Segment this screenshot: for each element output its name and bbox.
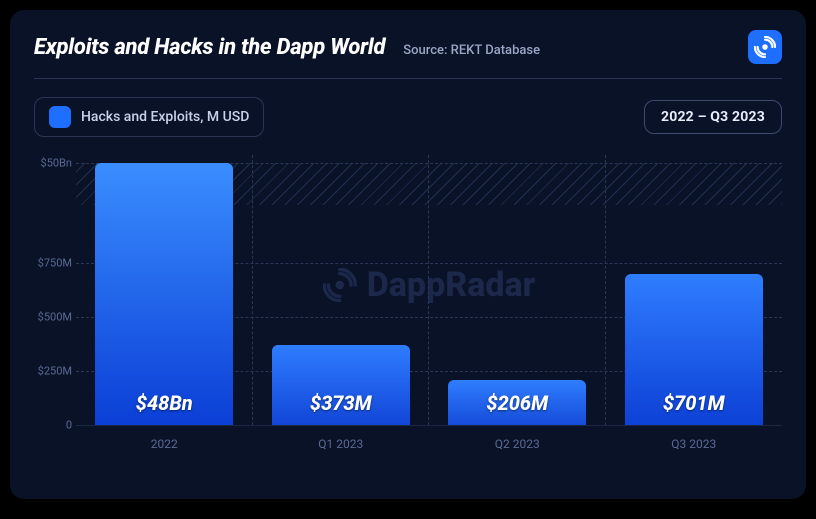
bar-slot: $206M (429, 155, 606, 425)
bar: $373M (272, 345, 410, 425)
bar: $206M (448, 380, 586, 425)
bar-slot: $701M (606, 155, 783, 425)
legend-swatch (49, 106, 71, 128)
plot-area: $50Bn$750M$500M$250M0 DappRadar $48Bn$37… (76, 155, 782, 425)
y-tick-label: $750M (28, 257, 72, 270)
chart-area: $50Bn$750M$500M$250M0 DappRadar $48Bn$37… (76, 155, 782, 465)
legend-label: Hacks and Exploits, M USD (81, 109, 249, 125)
x-tick-label: Q1 2023 (253, 437, 430, 451)
bar-slot: $373M (253, 155, 430, 425)
bar-value-label: $701M (663, 391, 725, 415)
bar-value-label: $48Bn (136, 391, 193, 415)
y-tick-label: $500M (28, 311, 72, 324)
x-axis: 2022Q1 2023Q2 2023Q3 2023 (76, 437, 782, 451)
header-left: Exploits and Hacks in the Dapp World Sou… (34, 35, 540, 60)
bar-slot: $48Bn (76, 155, 253, 425)
bars-container: $48Bn $373M $206M $701M (76, 155, 782, 425)
dappradar-logo-icon (748, 30, 782, 64)
legend: Hacks and Exploits, M USD (34, 97, 264, 137)
bar-value-label: $206M (486, 391, 548, 415)
header: Exploits and Hacks in the Dapp World Sou… (34, 30, 782, 79)
y-tick-label: $50Bn (28, 157, 72, 170)
controls-row: Hacks and Exploits, M USD 2022 – Q3 2023 (34, 97, 782, 137)
gridline (76, 425, 782, 426)
chart-title: Exploits and Hacks in the Dapp World (34, 35, 385, 60)
bar-value-label: $373M (310, 391, 372, 415)
bar: $48Bn (95, 163, 233, 425)
chart-card: Exploits and Hacks in the Dapp World Sou… (10, 10, 806, 499)
y-tick-label: $250M (28, 365, 72, 378)
x-tick-label: Q2 2023 (429, 437, 606, 451)
x-tick-label: 2022 (76, 437, 253, 451)
y-tick-label: 0 (28, 419, 72, 432)
chart-source: Source: REKT Database (403, 43, 540, 58)
date-range-pill[interactable]: 2022 – Q3 2023 (644, 100, 782, 134)
bar: $701M (625, 274, 763, 425)
x-tick-label: Q3 2023 (606, 437, 783, 451)
